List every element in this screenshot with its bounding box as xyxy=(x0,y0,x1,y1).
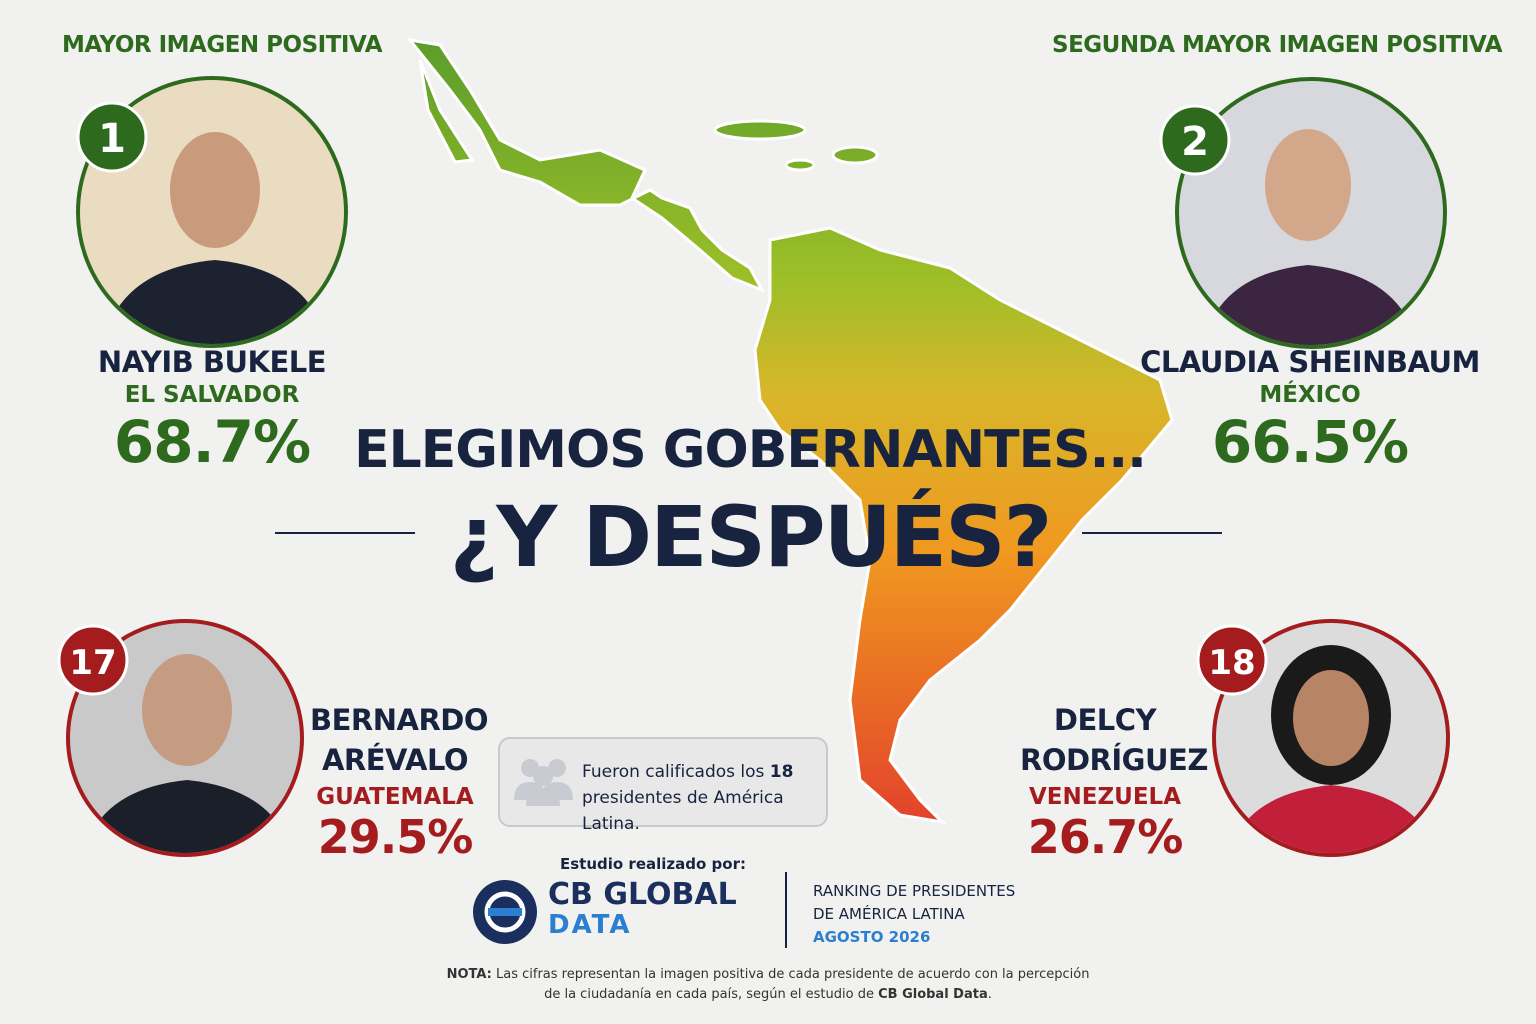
note-brand: CB Global Data xyxy=(878,987,988,1002)
country: VENEZUELA xyxy=(1029,784,1181,810)
name: BERNARDO xyxy=(310,703,489,737)
map xyxy=(406,37,1174,825)
rank: 2 xyxy=(1181,119,1209,165)
ranking-date: AGOSTO 2026 xyxy=(813,928,931,946)
country: EL SALVADOR xyxy=(124,382,300,408)
name: RODRÍGUEZ xyxy=(1020,743,1208,777)
title-line1: ELEGIMOS GOBERNANTES... xyxy=(354,420,1147,480)
logo-mark xyxy=(473,880,537,944)
note: NOTA: Las cifras representan la imagen p… xyxy=(300,965,1236,1005)
ranking-line1: RANKING DE PRESIDENTES xyxy=(813,882,1016,900)
name: ARÉVALO xyxy=(321,743,469,777)
rank: 18 xyxy=(1208,643,1255,683)
logo-line1: CB GLOBAL xyxy=(548,877,737,912)
president-card: NAYIB BUKELE EL SALVADOR 68.7% xyxy=(62,342,362,476)
info-before: Fueron calificados los xyxy=(582,762,770,782)
rank-badges: 1 2 17 18 xyxy=(57,101,1268,696)
value: 68.7% xyxy=(113,408,311,476)
value: 29.5% xyxy=(317,810,474,864)
country: MÉXICO xyxy=(1259,382,1361,408)
president-card: DELCY RODRÍGUEZ VENEZUELA 26.7% xyxy=(1020,700,1208,864)
ranking: RANKING DE PRESIDENTES DE AMÉRICA LATINA… xyxy=(813,880,1015,949)
note-line1: Las cifras representan la imagen positiv… xyxy=(496,967,1090,982)
title-line2: ¿Y DESPUÉS? xyxy=(449,488,1053,586)
name: DELCY xyxy=(1053,703,1157,737)
president-card: CLAUDIA SHEINBAUM MÉXICO 66.5% xyxy=(1140,342,1480,476)
president-card: BERNARDO ARÉVALO GUATEMALA 29.5% xyxy=(310,700,489,864)
value: 26.7% xyxy=(1027,810,1184,864)
rank: 17 xyxy=(69,643,116,683)
label: SEGUNDA MAYOR IMAGEN POSITIVA xyxy=(1052,32,1502,58)
ranking-line2: DE AMÉRICA LATINA xyxy=(813,905,965,923)
note-line2: de la ciudadanía en cada país, según el … xyxy=(544,987,879,1002)
country: GUATEMALA xyxy=(316,784,474,810)
info-text: Fueron calificados los 18 presidentes de … xyxy=(582,759,822,837)
note-end: . xyxy=(987,987,992,1002)
info-count: 18 xyxy=(769,762,794,782)
study-label: Estudio realizado por: xyxy=(560,855,746,873)
name: NAYIB BUKELE xyxy=(97,345,327,379)
name: CLAUDIA SHEINBAUM xyxy=(1140,345,1480,379)
logo-line2: DATA xyxy=(548,910,632,940)
value: 66.5% xyxy=(1211,408,1409,476)
info-after: presidentes de América Latina. xyxy=(582,788,784,834)
label: MAYOR IMAGEN POSITIVA xyxy=(62,32,383,58)
info-box: Fueron calificados los 18 presidentes de … xyxy=(498,737,828,834)
rank: 1 xyxy=(98,116,126,162)
note-label: NOTA: xyxy=(446,967,492,982)
logo-text: CB GLOBAL DATA xyxy=(548,877,737,941)
